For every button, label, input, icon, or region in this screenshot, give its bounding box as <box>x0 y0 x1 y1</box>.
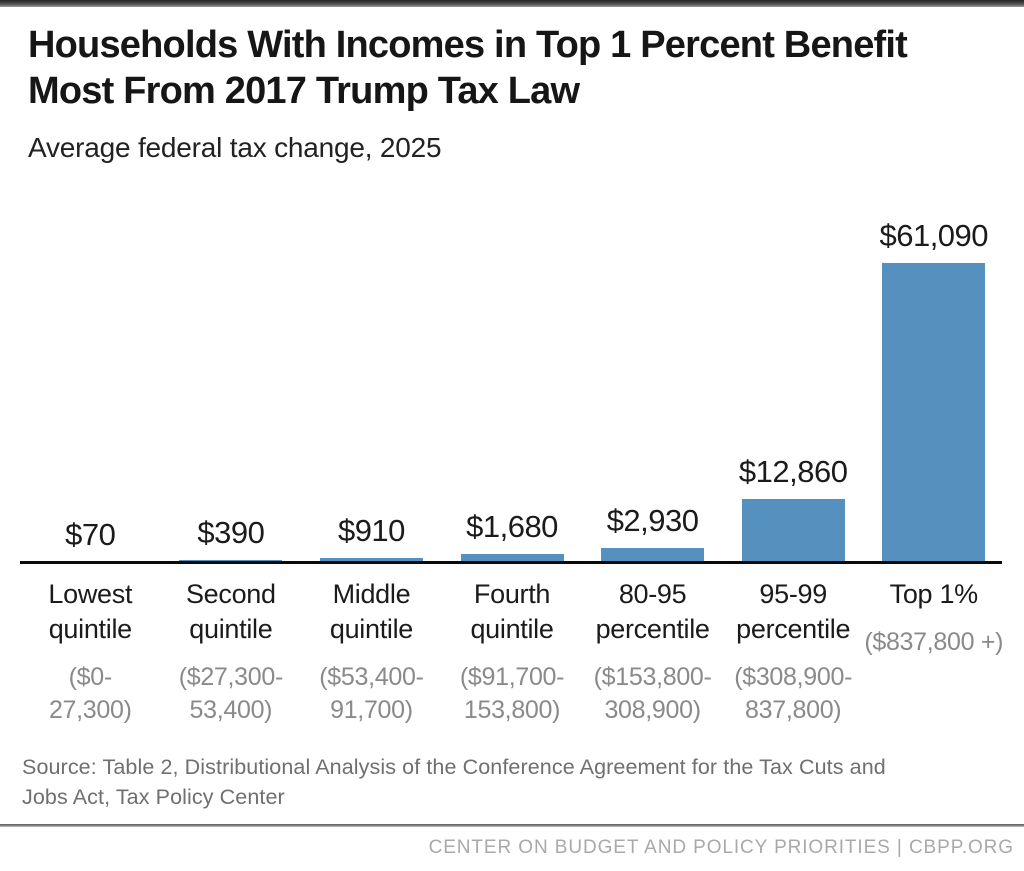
x-label-column: 95-99 percentile ($308,900- 837,800) <box>723 577 864 727</box>
bar <box>601 547 705 562</box>
bar <box>460 553 564 562</box>
category-label: Middle quintile <box>329 579 414 644</box>
income-range-label: ($27,300- 53,400) <box>178 663 284 724</box>
category-labels-row: Lowest quintile ($0- 27,300) Second quintile (… <box>20 577 1004 727</box>
bar-value-label: $910 <box>337 512 405 548</box>
bar <box>741 499 845 562</box>
bar-column: $2,930 <box>582 170 723 562</box>
x-label-column: 80-95 percentile ($153,800- 308,900) <box>582 577 723 727</box>
category-label: Lowest quintile <box>48 579 133 644</box>
x-label-column: Top 1% ($837,800 +) <box>863 577 1004 659</box>
bar-column: $390 <box>161 170 302 562</box>
source-note-line: Source: Table 2, Distributional Analysis… <box>22 755 886 779</box>
top-accent-bar <box>0 0 1024 7</box>
x-axis-baseline <box>20 561 1002 564</box>
income-range-label: ($91,700- 153,800) <box>459 663 565 724</box>
bar-column: $70 <box>20 170 161 562</box>
x-label-column: Middle quintile ($53,400- 91,700) <box>301 577 442 727</box>
bar-column: $61,090 <box>863 170 1004 562</box>
income-range-label: ($837,800 +) <box>864 628 1004 656</box>
category-label: 80-95 percentile <box>595 579 710 644</box>
bar-value-label: $2,930 <box>606 502 699 538</box>
bar-value-label: $1,680 <box>466 508 558 544</box>
bar-column: $910 <box>301 170 442 562</box>
bar-value-label: $61,090 <box>879 218 989 253</box>
x-label-column: Fourth quintile ($91,700- 153,800) <box>442 577 583 727</box>
footer-credit: CENTER ON BUDGET AND POLICY PRIORITIES |… <box>428 837 1014 858</box>
chart-header: Households With Incomes in Top 1 Percent… <box>28 22 988 164</box>
category-label: Second quintile <box>185 579 276 644</box>
bar-value-label: $12,860 <box>738 454 848 490</box>
bar-column: $1,680 <box>442 170 583 562</box>
x-label-column: Lowest quintile ($0- 27,300) <box>20 577 161 727</box>
bar-value-label: $70 <box>65 516 116 552</box>
category-label: 95-99 percentile <box>736 579 851 644</box>
footer-divider <box>0 824 1024 827</box>
chart-title: Households With Incomes in Top 1 Percent… <box>28 24 908 112</box>
bar-value-label: $390 <box>197 515 265 551</box>
bar-column: $12,860 <box>723 170 864 562</box>
income-range-label: ($0- 27,300) <box>48 663 132 724</box>
income-range-label: ($153,800- 308,900) <box>593 663 712 724</box>
x-label-column: Second quintile ($27,300- 53,400) <box>161 577 302 727</box>
bar <box>882 263 986 562</box>
income-range-label: ($308,900- 837,800) <box>734 663 853 724</box>
category-label: Fourth quintile <box>470 579 554 644</box>
category-label: Top 1% <box>889 579 979 609</box>
source-note-line: Jobs Act, Tax Policy Center <box>22 785 285 809</box>
plot-area: $70 $390 $910 $1,680 $2,930 $12,860 $61,090 <box>20 170 1004 562</box>
chart-subtitle: Average federal tax change, 2025 <box>28 132 442 163</box>
source-note: Source: Table 2, Distributional Analysis… <box>22 752 982 812</box>
income-range-label: ($53,400- 91,700) <box>319 663 424 724</box>
bar <box>319 557 423 562</box>
